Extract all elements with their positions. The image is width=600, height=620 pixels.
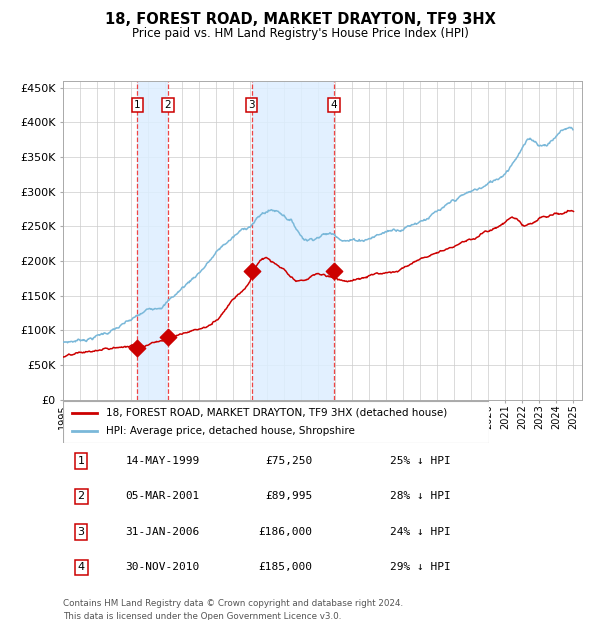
Text: 31-JAN-2006: 31-JAN-2006 <box>125 527 200 537</box>
Point <box>247 266 256 276</box>
Text: £89,995: £89,995 <box>265 491 312 502</box>
Text: 2: 2 <box>77 491 85 502</box>
Point <box>329 267 339 277</box>
Point <box>133 343 142 353</box>
Text: 24% ↓ HPI: 24% ↓ HPI <box>390 527 451 537</box>
Text: 3: 3 <box>77 527 85 537</box>
Text: 4: 4 <box>77 562 85 572</box>
Bar <box>251 81 334 400</box>
FancyBboxPatch shape <box>63 401 488 443</box>
Text: 2: 2 <box>164 100 172 110</box>
Bar <box>137 81 168 400</box>
Text: Price paid vs. HM Land Registry's House Price Index (HPI): Price paid vs. HM Land Registry's House … <box>131 27 469 40</box>
Text: 18, FOREST ROAD, MARKET DRAYTON, TF9 3HX (detached house): 18, FOREST ROAD, MARKET DRAYTON, TF9 3HX… <box>106 408 447 418</box>
Text: 30-NOV-2010: 30-NOV-2010 <box>125 562 200 572</box>
Text: 4: 4 <box>331 100 337 110</box>
Text: Contains HM Land Registry data © Crown copyright and database right 2024.: Contains HM Land Registry data © Crown c… <box>63 599 403 608</box>
Point <box>163 332 173 342</box>
Text: This data is licensed under the Open Government Licence v3.0.: This data is licensed under the Open Gov… <box>63 612 341 620</box>
Text: 1: 1 <box>77 456 85 466</box>
Text: £186,000: £186,000 <box>258 527 312 537</box>
Text: 29% ↓ HPI: 29% ↓ HPI <box>390 562 451 572</box>
Text: 28% ↓ HPI: 28% ↓ HPI <box>390 491 451 502</box>
Text: 1: 1 <box>134 100 140 110</box>
Text: 3: 3 <box>248 100 255 110</box>
Text: HPI: Average price, detached house, Shropshire: HPI: Average price, detached house, Shro… <box>106 427 355 436</box>
Text: 05-MAR-2001: 05-MAR-2001 <box>125 491 200 502</box>
Text: £185,000: £185,000 <box>258 562 312 572</box>
Text: 14-MAY-1999: 14-MAY-1999 <box>125 456 200 466</box>
Text: 18, FOREST ROAD, MARKET DRAYTON, TF9 3HX: 18, FOREST ROAD, MARKET DRAYTON, TF9 3HX <box>104 12 496 27</box>
Text: £75,250: £75,250 <box>265 456 312 466</box>
Text: 25% ↓ HPI: 25% ↓ HPI <box>390 456 451 466</box>
